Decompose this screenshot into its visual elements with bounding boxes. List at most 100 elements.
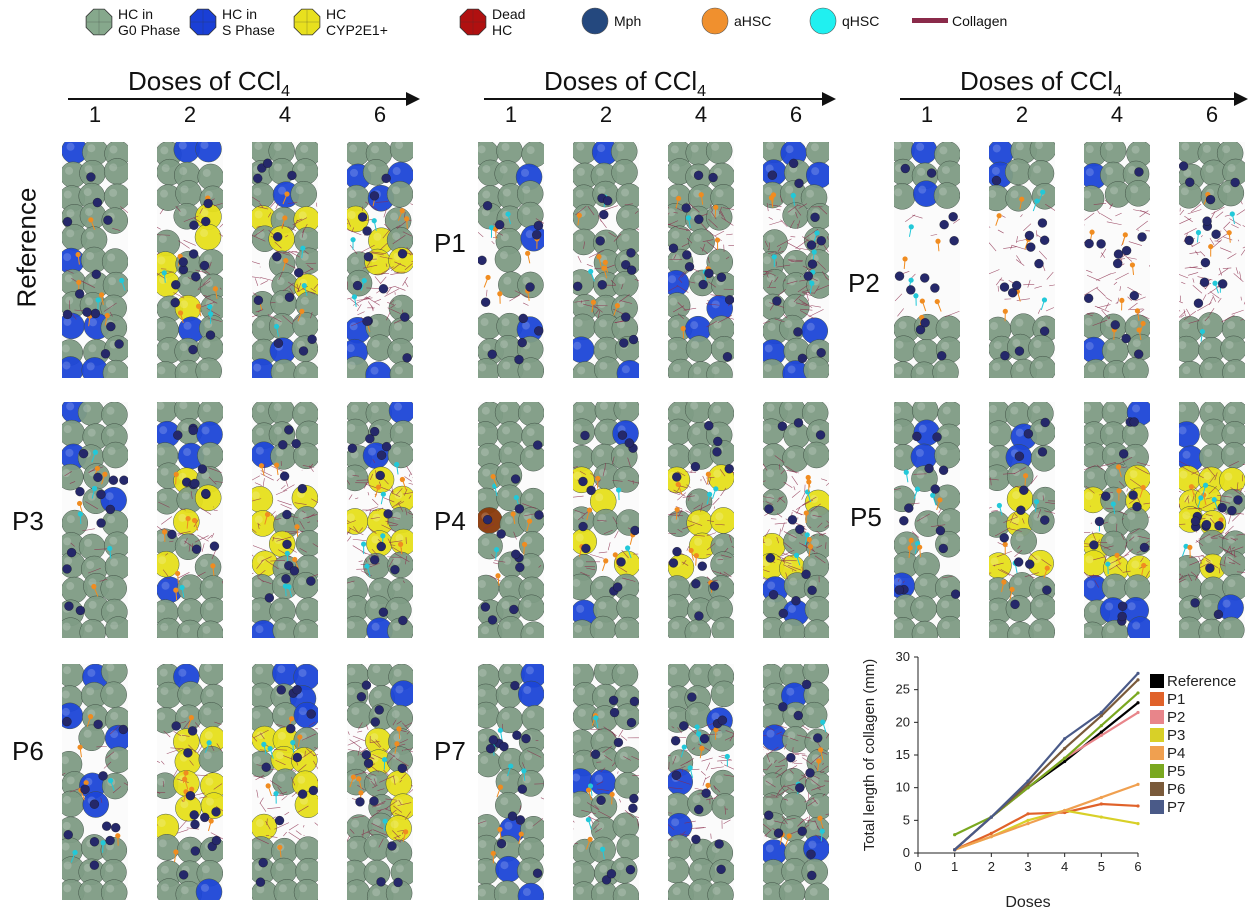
tube-p4-dose-6 bbox=[763, 402, 829, 638]
row-label-p7: P7 bbox=[434, 736, 466, 767]
x-tick-label: 3 bbox=[1024, 859, 1031, 874]
tube-p3-dose-1 bbox=[62, 402, 128, 638]
collagen-icon bbox=[912, 6, 948, 36]
dose-title: Doses of CCl4 bbox=[544, 66, 706, 101]
row-label-p2: P2 bbox=[848, 268, 880, 299]
y-tick-label: 25 bbox=[896, 682, 910, 697]
series-line-p2 bbox=[955, 713, 1138, 850]
row-label-p1: P1 bbox=[434, 228, 466, 259]
x-tick-label: 2 bbox=[988, 859, 995, 874]
data-point-p3 bbox=[1026, 819, 1029, 822]
tube-p7-dose-6 bbox=[763, 664, 829, 900]
series-line-p1 bbox=[955, 804, 1138, 850]
dose-title-text: Doses of CCl bbox=[128, 66, 281, 96]
legend-label-p1: P1 bbox=[1167, 691, 1185, 708]
tube-reference-dose-6 bbox=[347, 142, 413, 378]
legend-label: Collagen bbox=[952, 13, 1007, 29]
legend-label: HC in S Phase bbox=[222, 6, 275, 38]
legend-label-reference: Reference bbox=[1167, 673, 1236, 690]
tube-reference-dose-2 bbox=[157, 142, 223, 378]
tube-p3-dose-6 bbox=[347, 402, 413, 638]
legend-item: aHSC bbox=[700, 6, 771, 36]
tube-p1-dose-4 bbox=[668, 142, 734, 378]
legend-label-p3: P3 bbox=[1167, 727, 1185, 744]
tube-p5-dose-1 bbox=[894, 402, 960, 638]
tube-p6-dose-6 bbox=[347, 664, 413, 900]
row-label-p6: P6 bbox=[12, 736, 44, 767]
legend-item: HC in G0 Phase bbox=[84, 6, 180, 38]
hc-g0-icon bbox=[84, 7, 114, 37]
data-point-p2 bbox=[1136, 711, 1139, 714]
mph-icon bbox=[580, 6, 610, 36]
legend-label: HC CYP2E1+ bbox=[326, 6, 388, 38]
dose-title-text: Doses of CCl bbox=[960, 66, 1113, 96]
x-tick-label: 1 bbox=[951, 859, 958, 874]
tube-p1-dose-6 bbox=[763, 142, 829, 378]
dose-number: 2 bbox=[175, 102, 205, 128]
tube-p2-dose-4 bbox=[1084, 142, 1150, 378]
data-point-p5 bbox=[1100, 724, 1103, 727]
tube-p6-dose-2 bbox=[157, 664, 223, 900]
x-axis-label: Doses bbox=[1005, 894, 1050, 911]
data-point-reference bbox=[1136, 701, 1139, 704]
legend-swatch-p7 bbox=[1150, 800, 1164, 814]
tube-p3-dose-2 bbox=[157, 402, 223, 638]
tube-p1-dose-1 bbox=[478, 142, 544, 378]
tube-reference-dose-1 bbox=[62, 142, 128, 378]
tube-p2-dose-2 bbox=[989, 142, 1055, 378]
dose-number: 1 bbox=[80, 102, 110, 128]
tube-p3-dose-4 bbox=[252, 402, 318, 638]
qhsc-icon bbox=[808, 6, 838, 36]
x-tick-label: 6 bbox=[1134, 859, 1141, 874]
data-point-p7 bbox=[1100, 711, 1103, 714]
legend-item: Mph bbox=[580, 6, 641, 36]
x-tick-label: 5 bbox=[1098, 859, 1105, 874]
dose-arrow bbox=[68, 98, 418, 100]
y-tick-label: 15 bbox=[896, 747, 910, 762]
dose-number: 4 bbox=[270, 102, 300, 128]
legend-label: Dead HC bbox=[492, 6, 525, 38]
legend-swatch-p6 bbox=[1150, 782, 1164, 796]
legend-label-p5: P5 bbox=[1167, 763, 1185, 780]
data-point-p3 bbox=[1100, 815, 1103, 818]
legend-swatch-p5 bbox=[1150, 764, 1164, 778]
y-axis-label: Total length of collagen (mm) bbox=[861, 659, 878, 852]
dose-number: 6 bbox=[1197, 102, 1227, 128]
dose-number: 1 bbox=[496, 102, 526, 128]
dose-arrow bbox=[484, 98, 834, 100]
ahsc-icon bbox=[700, 6, 730, 36]
y-tick-label: 30 bbox=[896, 649, 910, 664]
legend-label-p7: P7 bbox=[1167, 799, 1185, 816]
dose-number: 2 bbox=[1007, 102, 1037, 128]
dose-number: 4 bbox=[1102, 102, 1132, 128]
row-label-p5: P5 bbox=[850, 502, 882, 533]
legend-item: Dead HC bbox=[458, 6, 525, 38]
tube-p5-dose-2 bbox=[989, 402, 1055, 638]
legend-swatch-p3 bbox=[1150, 728, 1164, 742]
dose-number: 1 bbox=[912, 102, 942, 128]
x-tick-label: 0 bbox=[914, 859, 921, 874]
data-point-p2 bbox=[1100, 734, 1103, 737]
legend-swatch-p2 bbox=[1150, 710, 1164, 724]
y-tick-label: 20 bbox=[896, 714, 910, 729]
dose-number: 2 bbox=[591, 102, 621, 128]
dose-arrow bbox=[900, 98, 1246, 100]
data-point-p4 bbox=[1136, 783, 1139, 786]
y-tick-label: 10 bbox=[896, 780, 910, 795]
data-point-p1 bbox=[1136, 804, 1139, 807]
tube-reference-dose-4 bbox=[252, 142, 318, 378]
legend-item: HC CYP2E1+ bbox=[292, 6, 388, 38]
tube-p7-dose-4 bbox=[668, 664, 734, 900]
legend-label-p6: P6 bbox=[1167, 781, 1185, 798]
hc-s-icon bbox=[188, 7, 218, 37]
tube-p7-dose-1 bbox=[478, 664, 544, 900]
data-point-p4 bbox=[1100, 796, 1103, 799]
tube-p2-dose-1 bbox=[894, 142, 960, 378]
legend-swatch-p1 bbox=[1150, 692, 1164, 706]
hc-cyp-icon bbox=[292, 7, 322, 37]
data-point-reference bbox=[1100, 731, 1103, 734]
dose-title: Doses of CCl4 bbox=[128, 66, 290, 101]
x-tick-label: 4 bbox=[1061, 859, 1068, 874]
series-line-p4 bbox=[955, 784, 1138, 849]
